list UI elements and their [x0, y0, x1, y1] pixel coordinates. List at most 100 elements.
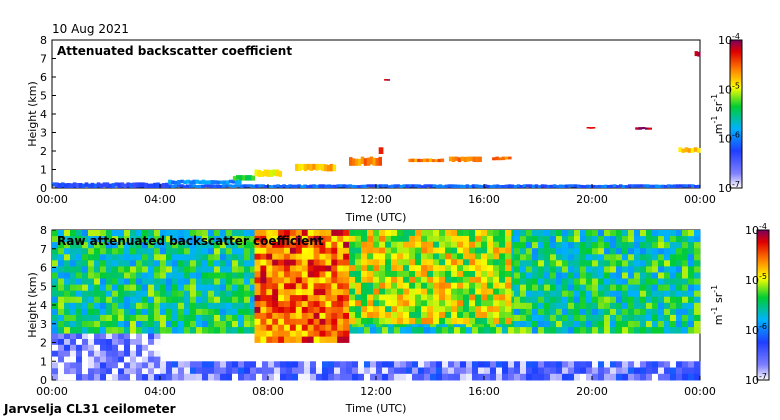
- raw-cell-2-90-6: [592, 266, 599, 273]
- raw-cell-3-14-9: [337, 283, 344, 290]
- raw-cell-2-103-4: [670, 254, 677, 261]
- raw-cell-1-88-1: [688, 367, 695, 375]
- raw-cell-3-5-11: [284, 295, 291, 302]
- raw-cell-2-89-11: [586, 296, 593, 304]
- raw-cell-0-6-5: [88, 362, 95, 369]
- raw-cell-4-1-3: [355, 247, 362, 254]
- raw-cell-2-24-15: [196, 321, 203, 328]
- raw-cell-2-20-2: [172, 242, 179, 249]
- raw-cell-2-93-9: [610, 284, 617, 292]
- echo-feature-4-6: [272, 169, 277, 176]
- echo-feature-1-169: [676, 184, 680, 188]
- raw-cell-3-2-3: [266, 247, 273, 255]
- raw-cell-4-10-8: [409, 276, 416, 284]
- raw-cell-1-70-0: [580, 361, 587, 368]
- raw-cell-1-38-0: [388, 361, 395, 368]
- raw-cell-2-31-0: [238, 230, 245, 237]
- raw-cell-2-32-0: [244, 230, 251, 237]
- raw-cell-4-10-15: [409, 317, 416, 325]
- footer-label: Jarvselja CL31 ceilometer: [3, 402, 176, 416]
- raw-cell-2-9-6: [106, 266, 113, 273]
- raw-cell-4-26-14: [505, 312, 512, 319]
- raw-cell-2-81-8: [538, 278, 545, 285]
- raw-cell-2-0-9: [52, 284, 59, 292]
- raw-cell-1-67-2: [562, 373, 569, 381]
- date-label: 10 Aug 2021: [52, 22, 129, 36]
- raw-cell-2-20-9: [172, 284, 179, 292]
- raw-cell-4-7-5: [391, 259, 398, 266]
- raw-cell-2-88-11: [580, 296, 587, 304]
- raw-cell-2-98-11: [640, 296, 647, 304]
- raw-cell-1-47-2: [442, 373, 449, 381]
- raw-cell-2-99-11: [646, 296, 653, 304]
- echo-feature-8-7: [428, 158, 433, 162]
- raw-cell-2-23-9: [190, 284, 197, 292]
- raw-cell-0-9-5: [106, 362, 113, 369]
- raw-cell-3-2-14: [266, 312, 273, 320]
- raw-cell-4-4-12: [373, 300, 380, 307]
- raw-cell-1-62-1: [532, 367, 539, 375]
- echo-feature-1-13: [207, 184, 211, 188]
- raw-cell-2-23-12: [190, 302, 197, 310]
- raw-cell-2-99-1: [646, 236, 653, 243]
- raw-cell-2-27-16: [214, 327, 221, 334]
- raw-cell-1-80-0: [640, 361, 647, 368]
- raw-cell-2-1-11: [58, 296, 65, 304]
- raw-cell-2-19-12: [166, 302, 173, 310]
- raw-cell-1-86-1: [676, 367, 683, 375]
- x-tick-label-6: 00:00: [684, 385, 716, 398]
- raw-cell-1-11-1: [226, 367, 233, 375]
- raw-cell-2-77-12: [514, 302, 521, 310]
- raw-cell-4-3-12: [367, 300, 374, 307]
- raw-cell-2-94-0: [616, 230, 623, 237]
- raw-cell-0-14-2: [136, 344, 143, 352]
- raw-cell-0-2-7: [64, 374, 71, 381]
- raw-cell-2-83-7: [550, 272, 557, 279]
- echo-feature-1-68: [372, 184, 376, 188]
- raw-cell-2-93-8: [610, 278, 617, 285]
- raw-cell-2-78-2: [520, 242, 527, 249]
- raw-cell-4-0-1: [349, 235, 356, 243]
- raw-cell-1-79-0: [634, 361, 641, 368]
- raw-cell-2-82-15: [544, 321, 551, 328]
- raw-cell-0-15-1: [142, 339, 149, 346]
- x-tick-label-1: 04:00: [144, 385, 176, 398]
- echo-feature-5-10: [323, 164, 328, 172]
- raw-cell-0-16-6: [148, 368, 155, 375]
- raw-cell-0-17-7: [154, 374, 161, 381]
- raw-cell-3-7-9: [295, 283, 303, 290]
- raw-cell-1-57-0: [502, 361, 509, 368]
- raw-cell-4-26-11: [505, 294, 512, 301]
- raw-cell-2-104-5: [676, 260, 683, 267]
- raw-cell-2-101-16: [658, 327, 665, 334]
- raw-cell-2-90-3: [592, 248, 599, 255]
- raw-cell-2-103-6: [670, 266, 677, 273]
- raw-cell-2-106-12: [688, 302, 695, 310]
- echo-feature-15-0: [384, 79, 388, 81]
- raw-cell-2-105-5: [682, 260, 689, 267]
- raw-cell-4-26-8: [505, 276, 512, 284]
- raw-cell-0-4-3: [76, 350, 83, 357]
- raw-cell-2-21-7: [178, 272, 185, 279]
- raw-cell-3-4-11: [278, 295, 285, 302]
- raw-cell-2-67-15: [454, 321, 461, 328]
- raw-cell-2-14-16: [136, 327, 143, 334]
- raw-cell-3-8-7: [301, 271, 309, 278]
- raw-cell-0-16-1: [148, 339, 155, 346]
- raw-cell-0-8-1: [100, 339, 107, 346]
- echo-feature-1-146: [606, 185, 611, 188]
- raw-cell-2-84-7: [556, 272, 563, 279]
- raw-cell-1-39-0: [394, 361, 401, 368]
- echo-feature-1-8: [192, 184, 196, 188]
- raw-cell-2-79-2: [526, 242, 533, 249]
- raw-cell-4-10-0: [409, 230, 416, 237]
- echo-feature-2-15: [213, 180, 218, 185]
- echo-feature-1-172: [685, 184, 689, 188]
- raw-cell-3-14-18: [337, 336, 344, 343]
- raw-cell-1-34-1: [364, 367, 371, 375]
- raw-cell-4-3-11: [367, 294, 374, 301]
- raw-cell-2-27-5: [214, 260, 221, 267]
- raw-cell-2-24-1: [196, 236, 203, 243]
- echo-feature-1-67: [369, 184, 373, 188]
- raw-cell-4-22-10: [481, 288, 488, 295]
